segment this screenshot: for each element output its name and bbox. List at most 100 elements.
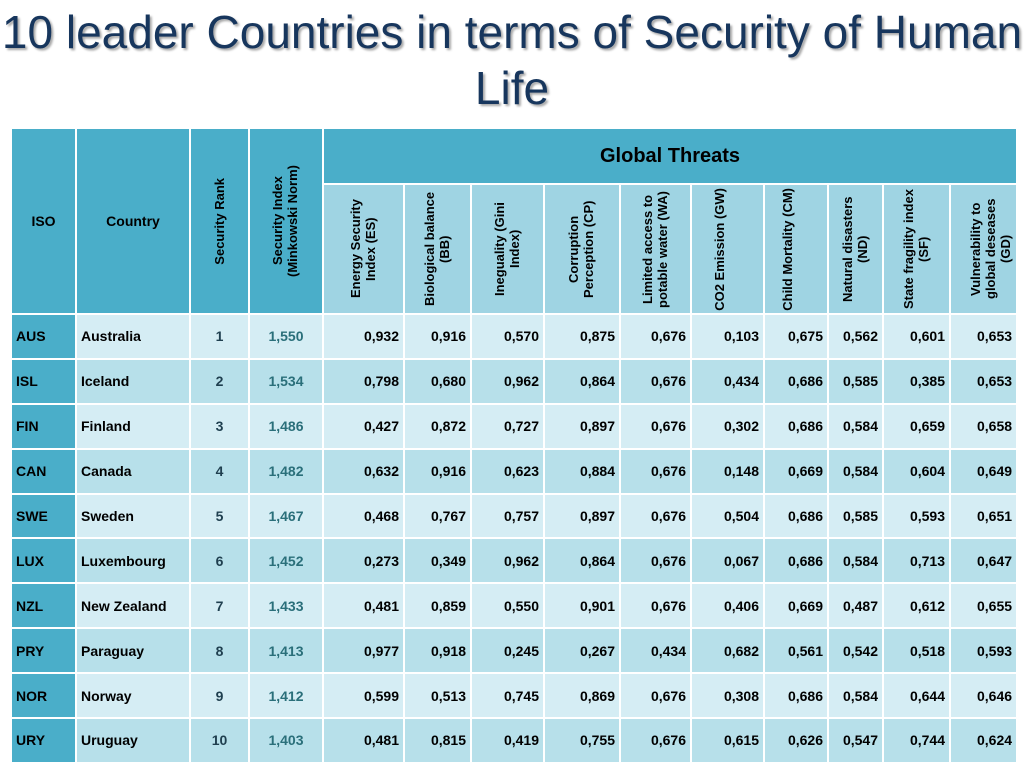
country-cell: New Zealand (75, 582, 191, 630)
threat-value-cell: 0,067 (690, 537, 765, 585)
threat-value-cell: 0,599 (322, 672, 405, 720)
threat-value-cell: 0,647 (948, 537, 1019, 585)
security-index-cell: 1,403 (248, 717, 324, 764)
header-security-rank: Security Rank (189, 127, 250, 315)
threat-value-cell: 0,676 (619, 492, 692, 540)
iso-cell: PRY (10, 627, 77, 675)
threat-value-cell: 0,686 (763, 537, 829, 585)
threat-value-cell: 0,585 (827, 492, 884, 540)
security-index-cell: 1,452 (248, 537, 324, 585)
country-cell: Norway (75, 672, 191, 720)
header-threat-label: Natural disasters (ND) (839, 196, 870, 302)
threat-value-cell: 0,676 (619, 447, 692, 495)
threat-value-cell: 0,584 (827, 447, 884, 495)
country-cell: Uruguay (75, 717, 191, 764)
threat-value-cell: 0,686 (763, 492, 829, 540)
threat-value-cell: 0,518 (882, 627, 951, 675)
header-iso: ISO (10, 127, 77, 315)
threat-value-cell: 0,815 (403, 717, 472, 764)
table-row: FIN Finland 3 1,486 0,427 0,872 0,727 0,897 0,67… (10, 402, 1019, 450)
country-cell: Australia (75, 313, 191, 360)
country-cell: Sweden (75, 492, 191, 540)
threat-value-cell: 0,916 (403, 313, 472, 360)
header-security-rank-label: Security Rank (212, 177, 227, 265)
threat-value-cell: 0,624 (948, 717, 1019, 764)
threat-value-cell: 0,745 (470, 672, 545, 720)
threat-value-cell: 0,676 (619, 357, 692, 405)
header-security-index-label: Security Index (Minkowski Norm) (270, 165, 300, 277)
threat-value-cell: 0,513 (403, 672, 472, 720)
threat-value-cell: 0,686 (763, 357, 829, 405)
iso-cell: URY (10, 717, 77, 764)
rank-cell: 8 (189, 627, 250, 675)
threat-header-row: Energy Security Index (ES) Biological bal… (11, 183, 1019, 315)
header-threat-label: Ineguality (Gini Index) (491, 202, 522, 296)
header-threat-1: Biological balance (BB) (403, 183, 472, 315)
header-threat-9: Vulnerability to global deseases (GD) (948, 183, 1019, 315)
threat-value-cell: 0,659 (882, 402, 951, 450)
iso-cell: AUS (10, 313, 77, 360)
security-index-cell: 1,482 (248, 447, 324, 495)
threat-value-cell: 0,427 (322, 402, 405, 450)
threat-value-cell: 0,676 (619, 402, 692, 450)
table-row: CAN Canada 4 1,482 0,632 0,916 0,623 0,884 0,676… (10, 447, 1019, 495)
header-threat-label: State fragility index (SF) (900, 189, 931, 309)
threat-value-cell: 0,585 (827, 357, 884, 405)
table-row: SWE Sweden 5 1,467 0,468 0,767 0,757 0,897 0,676… (10, 492, 1019, 540)
threat-value-cell: 0,584 (827, 672, 884, 720)
threat-value-cell: 0,676 (619, 537, 692, 585)
security-index-cell: 1,550 (248, 313, 324, 360)
security-index-cell: 1,534 (248, 357, 324, 405)
iso-cell: ISL (10, 357, 77, 405)
threat-value-cell: 0,550 (470, 582, 545, 630)
threat-value-cell: 0,245 (470, 627, 545, 675)
threat-value-cell: 0,875 (543, 313, 621, 360)
header-country: Country (75, 127, 191, 315)
threat-value-cell: 0,103 (690, 313, 765, 360)
threat-value-cell: 0,859 (403, 582, 472, 630)
threat-value-cell: 0,669 (763, 447, 829, 495)
header-threat-label: CO2 Emission (GW) (711, 187, 727, 311)
threat-value-cell: 0,584 (827, 537, 884, 585)
threat-value-cell: 0,744 (882, 717, 951, 764)
threat-value-cell: 0,682 (690, 627, 765, 675)
header-threat-5: CO2 Emission (GW) (690, 183, 765, 315)
threat-value-cell: 0,884 (543, 447, 621, 495)
threat-value-cell: 0,632 (322, 447, 405, 495)
header-threat-label: Energy Security Index (ES) (347, 199, 378, 299)
rank-cell: 1 (189, 313, 250, 360)
rank-cell: 2 (189, 357, 250, 405)
threat-value-cell: 0,675 (763, 313, 829, 360)
threat-value-cell: 0,468 (322, 492, 405, 540)
threat-value-cell: 0,655 (948, 582, 1019, 630)
iso-cell: FIN (10, 402, 77, 450)
threat-value-cell: 0,755 (543, 717, 621, 764)
threat-value-cell: 0,669 (763, 582, 829, 630)
threat-value-cell: 0,686 (763, 402, 829, 450)
table-row: AUS Australia 1 1,550 0,932 0,916 0,570 0,875 0,… (10, 313, 1019, 360)
header-threat-4: Limited access to potable water (WA) (619, 183, 692, 315)
threat-value-cell: 0,676 (619, 717, 692, 764)
country-cell: Luxembourg (75, 537, 191, 585)
country-cell: Iceland (75, 357, 191, 405)
threat-value-cell: 0,593 (882, 492, 951, 540)
threat-value-cell: 0,601 (882, 313, 951, 360)
threat-value-cell: 0,612 (882, 582, 951, 630)
table-row: PRY Paraguay 8 1,413 0,977 0,918 0,245 0,267 0,4… (10, 627, 1019, 675)
threat-value-cell: 0,916 (403, 447, 472, 495)
threat-value-cell: 0,962 (470, 357, 545, 405)
rank-cell: 9 (189, 672, 250, 720)
threat-value-cell: 0,897 (543, 492, 621, 540)
header-threat-2: Ineguality (Gini Index) (470, 183, 545, 315)
header-threat-3: Corruption Perception (CP) (543, 183, 621, 315)
rank-cell: 10 (189, 717, 250, 764)
security-table: ISO Country Security Rank Security Index… (10, 127, 1019, 764)
threat-value-cell: 0,864 (543, 537, 621, 585)
threat-value-cell: 0,615 (690, 717, 765, 764)
header-threat-label: Vulnerability to global deseases (GD) (967, 198, 1013, 300)
threat-value-cell: 0,504 (690, 492, 765, 540)
threat-value-cell: 0,649 (948, 447, 1019, 495)
threat-value-cell: 0,962 (470, 537, 545, 585)
table-row: ISL Iceland 2 1,534 0,798 0,680 0,962 0,864 0,67… (10, 357, 1019, 405)
threat-value-cell: 0,542 (827, 627, 884, 675)
